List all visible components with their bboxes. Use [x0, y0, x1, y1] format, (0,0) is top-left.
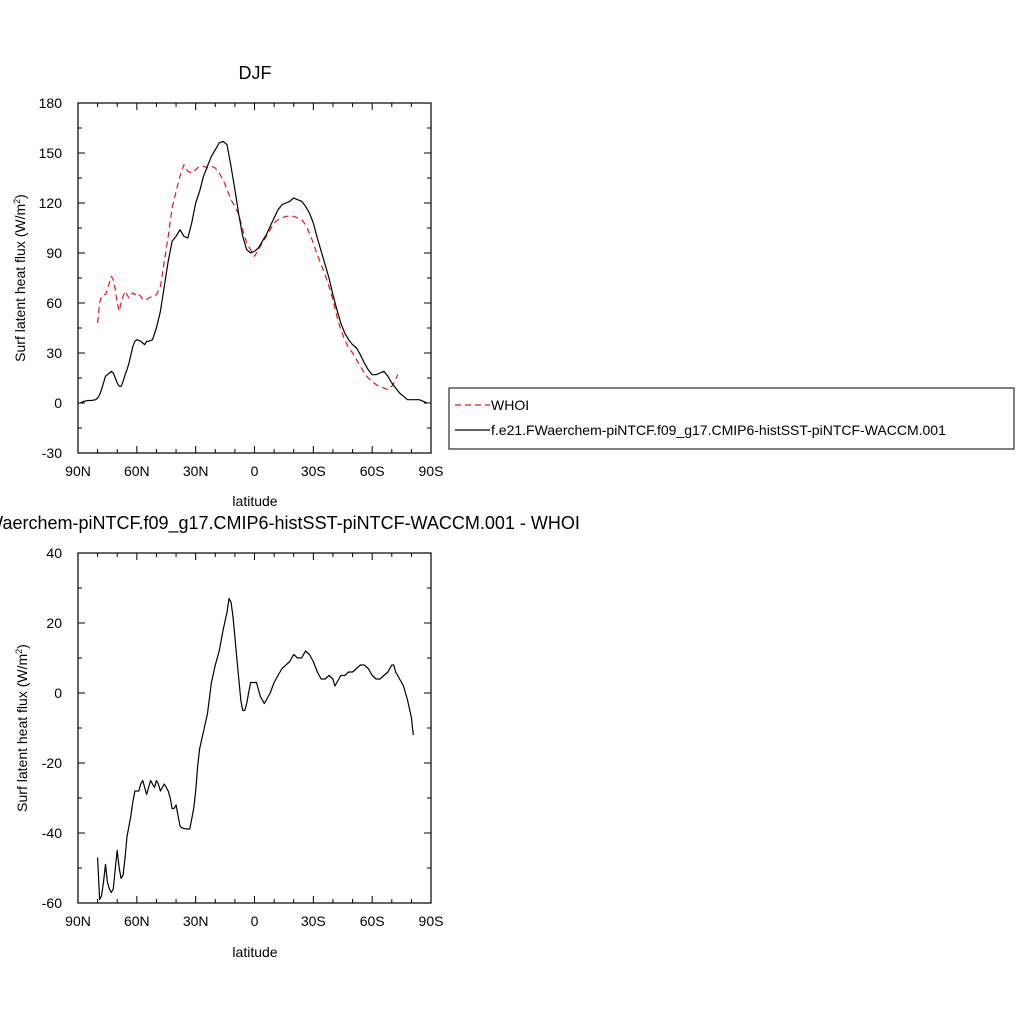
panel-1-ticks: [77, 102, 432, 454]
panel-2-title: f.e21.FWaerchem-piNTCF.f09_g17.CMIP6-his…: [0, 513, 580, 534]
panel-1-y-tick-label: 30: [46, 345, 62, 361]
legend-entry-whoi: WHOI: [491, 397, 529, 413]
panel-2-y-tick-label: -20: [42, 755, 62, 771]
panel-2-ticks: [77, 552, 432, 904]
panel-1-x-tick-label: 90S: [419, 463, 444, 479]
panel-1-series-line-model: [79, 140, 428, 404]
panel-1-x-tick-labels: 90N 60N 30N 0 30S 60S 90S: [65, 463, 443, 479]
panel-2-y-axis-title-superscript: 2: [14, 649, 24, 654]
panel-1-x-tick-label: 90N: [65, 463, 91, 479]
panel-2-y-tick-label: 40: [46, 545, 62, 561]
djf-panel: DJF 90N 60N 30N 0 30S 60S 90S -30 0 30 60 90 120 150…: [12, 63, 1015, 509]
legend-box: [448, 387, 1015, 450]
panel-1-x-tick-label: 0: [251, 463, 259, 479]
panel-2-y-tick-label: 0: [54, 685, 62, 701]
panel-2-y-tick-label: -60: [42, 895, 62, 911]
panel-2-x-tick-label: 30N: [183, 913, 209, 929]
panel-2-y-axis-title-close: ): [14, 644, 30, 649]
panel-2-x-tick-label: 60N: [124, 913, 150, 929]
panel-1-x-tick-label: 30S: [301, 463, 326, 479]
legend: WHOI f.e21.FWaerchem-piNTCF.f09_g17.CMIP…: [448, 387, 1015, 450]
panel-2-x-tick-label: 0: [251, 913, 259, 929]
panel-2-x-tick-label: 90S: [419, 913, 444, 929]
panel-1-y-tick-label: -30: [42, 445, 62, 461]
difference-panel: f.e21.FWaerchem-piNTCF.f09_g17.CMIP6-his…: [0, 513, 580, 960]
panel-1-y-axis-title-superscript: 2: [12, 199, 22, 204]
panel-1-y-tick-label: 90: [46, 245, 62, 261]
panel-1-x-tick-label: 30N: [183, 463, 209, 479]
panel-1-y-axis-title: Surf latent heat flux (W/m2): [12, 194, 28, 362]
panel-1-y-tick-labels: -30 0 30 60 90 120 150 180: [39, 95, 63, 461]
panel-2-x-tick-labels: 90N 60N 30N 0 30S 60S 90S: [65, 913, 443, 929]
panel-1-y-axis-title-close: ): [12, 194, 28, 199]
panel-1-series-line-whoi: [97, 164, 399, 391]
panel-1-title: DJF: [239, 63, 272, 83]
panel-2-y-axis-title: Surf latent heat flux (W/m2): [14, 644, 30, 812]
panel-2-x-tick-label: 30S: [301, 913, 326, 929]
panel-1-y-tick-label: 0: [54, 395, 62, 411]
legend-entry-model: f.e21.FWaerchem-piNTCF.f09_g17.CMIP6-his…: [491, 422, 946, 438]
panel-2-x-tick-label: 60S: [360, 913, 385, 929]
panel-1-y-tick-label: 180: [39, 95, 63, 111]
panel-2-x-tick-label: 90N: [65, 913, 91, 929]
panel-1-series: [79, 140, 428, 404]
panel-1-y-tick-label: 150: [39, 145, 63, 161]
panel-1-x-tick-label: 60N: [124, 463, 150, 479]
panel-2-y-tick-label: 20: [46, 615, 62, 631]
panel-2-series: [97, 597, 414, 901]
panel-1-y-axis-title-main: Surf latent heat flux (W/m: [12, 204, 28, 362]
panel-1-x-axis-title: latitude: [232, 493, 277, 509]
panel-1-y-tick-label: 120: [39, 195, 63, 211]
panel-2-plot-frame: [77, 552, 432, 904]
panel-2-y-tick-label: -40: [42, 825, 62, 841]
panel-2-x-axis-title: latitude: [232, 944, 277, 960]
panel-1-x-tick-label: 60S: [360, 463, 385, 479]
panel-2-series-line-model: [97, 597, 414, 901]
panel-2-y-tick-labels: -60 -40 -20 0 20 40: [42, 545, 62, 911]
panel-1-y-tick-label: 60: [46, 295, 62, 311]
panel-2-y-axis-title-main: Surf latent heat flux (W/m: [14, 654, 30, 812]
panel-1-plot-frame: [77, 102, 432, 454]
